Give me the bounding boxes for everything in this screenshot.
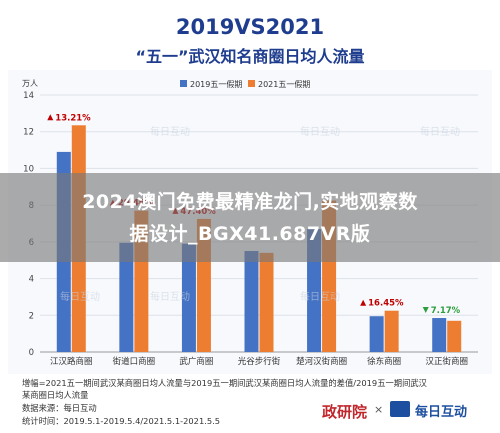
y-tick-label: 10 (23, 164, 34, 174)
logo-separator: × (374, 403, 384, 416)
bar (447, 320, 462, 352)
y-axis-label: 万人 (22, 79, 38, 88)
overlay-line-2: 据设计_BGX41.687VR版 (129, 223, 371, 245)
arrow-up-icon (47, 114, 54, 121)
y-tick-label: 4 (29, 275, 34, 285)
meiri-logo-icon (390, 401, 410, 417)
y-tick-label: 14 (23, 91, 34, 101)
bar (432, 318, 447, 352)
bar (119, 242, 134, 352)
watermark: 每日互动 (60, 290, 100, 303)
x-tick-label: 江汉路商圈 (50, 356, 93, 367)
bar (384, 310, 399, 352)
growth-label: 7.17% (431, 306, 461, 316)
arrow-up-icon (360, 299, 367, 306)
x-tick-label: 武广商圈 (179, 356, 213, 367)
overlay-line-1: 2024澳门免费最精准龙门,实地观察数 (82, 191, 418, 213)
legend-swatch (248, 80, 255, 87)
bar (181, 243, 196, 352)
footnote-line-1: 增幅=2021五一期间武汉某商圈日均人流量与2019五一期间武汉某商圈日均人流量… (22, 378, 427, 388)
watermark: 每日互动 (150, 290, 190, 303)
growth-label: 13.21% (55, 113, 91, 123)
x-tick-label: 楚河汉街商圈 (296, 356, 347, 367)
x-tick-label: 汉正街商圈 (425, 356, 468, 367)
x-tick-label: 街道口商圈 (113, 356, 156, 367)
y-tick-label: 0 (29, 348, 34, 358)
bar (369, 316, 384, 352)
bar (244, 251, 259, 352)
chart-title: 2019VS2021 (176, 15, 324, 39)
legend-label: 2021五一假期 (258, 80, 310, 89)
data-source-note: 数据来源：每日互动 (22, 403, 97, 413)
zhengyanyuan-logo: 政研院 (322, 403, 368, 421)
footnote-line-2: 某商圈日均人流量 (22, 390, 89, 400)
x-tick-label: 光谷步行街 (238, 356, 281, 367)
watermark: 每日互动 (150, 125, 190, 138)
y-tick-label: 2 (29, 311, 34, 321)
bar (259, 252, 274, 352)
x-tick-label: 徐东商圈 (367, 356, 401, 367)
stat-period-note: 统计时间：2019.5.1-2019.5.4/2021.5.1-2021.5.5 (22, 416, 221, 426)
arrow-down-icon (422, 307, 429, 314)
overlay-banner: 2024澳门免费最精准龙门,实地观察数 据设计_BGX41.687VR版 (0, 173, 500, 262)
growth-label: 16.45% (368, 299, 404, 309)
watermark: 每日互动 (300, 290, 340, 303)
chart-subtitle: “五一”武汉知名商圈日均人流量 (135, 47, 364, 66)
legend-swatch (180, 80, 187, 87)
watermark: 每日互动 (420, 125, 460, 138)
legend-label: 2019五一假期 (190, 80, 242, 89)
meiri-logo-text: 每日互动 (415, 405, 468, 420)
y-tick-label: 12 (23, 128, 34, 138)
watermark: 每日互动 (300, 125, 340, 138)
